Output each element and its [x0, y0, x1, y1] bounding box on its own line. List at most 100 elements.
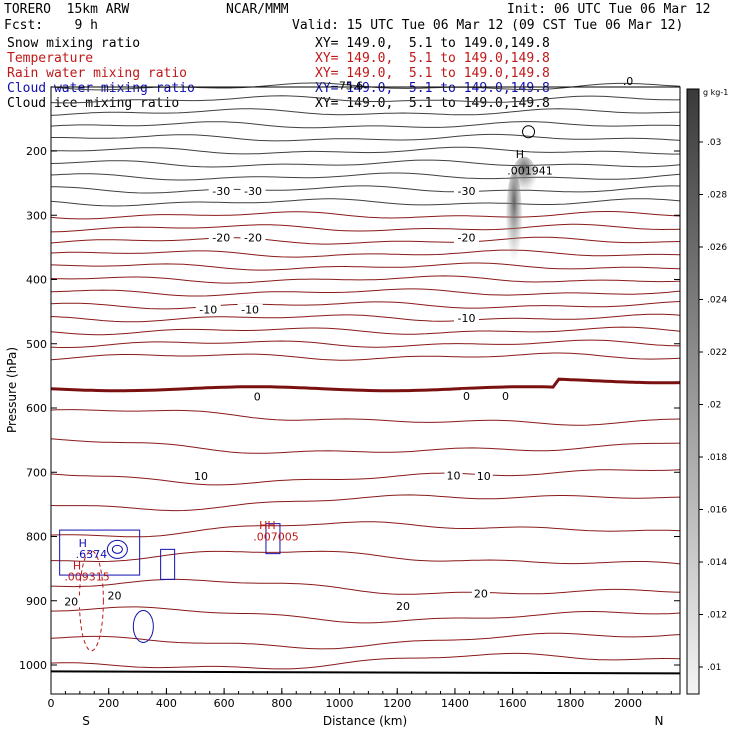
isotherm-line: [50, 121, 681, 129]
cloud-water-box: [59, 529, 141, 576]
y-tick-label: 300: [26, 209, 47, 222]
isotherm-line: [50, 438, 681, 454]
plot-frame: [50, 86, 681, 695]
temperature-label: -20: [458, 232, 476, 245]
y-tick-label: 900: [26, 595, 47, 608]
colorbar-tick-label: .026: [707, 243, 727, 253]
isotherm-line: [50, 494, 681, 512]
x-tick-label: 1000: [326, 697, 354, 710]
temperature-label: 10: [447, 469, 461, 482]
y-tick-label: 500: [26, 338, 47, 351]
temperature-label: 20: [474, 588, 488, 601]
isotherm-line: [50, 578, 681, 595]
temperature-label: 0: [463, 390, 470, 403]
field-annotation: H: [73, 559, 81, 572]
temperature-label-bg: [237, 303, 263, 316]
isotherm-line: [50, 236, 681, 245]
temperature-label: -30: [212, 185, 230, 198]
colorbar-tick-label: .012: [707, 611, 727, 621]
isotherm-line: [50, 159, 681, 168]
end-label-right: N: [655, 714, 664, 728]
colorbar-tick-label: .018: [707, 453, 727, 463]
y-axis-title: Pressure (hPa): [5, 347, 19, 433]
colorbar-tick-label: .024: [707, 296, 727, 306]
snow-column: [506, 171, 523, 272]
colorbar-tick-label: .01: [707, 663, 721, 673]
model-label: TORERO 15km ARW: [4, 2, 130, 17]
surface-line: [50, 670, 681, 675]
org-label: NCAR/MMM: [226, 2, 289, 17]
x-tick-label: 200: [98, 697, 119, 710]
isotherm-line: [51, 133, 681, 142]
isotherm-line: [50, 262, 681, 271]
legend-temperature-name: Temperature: [7, 51, 94, 66]
field-annotation: H: [516, 148, 524, 161]
isotherm-line: [50, 521, 681, 538]
temperature-label: 0: [254, 390, 261, 403]
cloud-water-contour: [111, 544, 123, 554]
y-tick-label: 1000: [19, 659, 47, 672]
temperature-label-bg: [394, 599, 413, 612]
forecast-label: Fcst: 9 h: [4, 18, 98, 33]
colorbar-fill: [686, 88, 700, 695]
valid-label: Valid: 15 UTC Tue 06 Mar 12 (09 CST Tue …: [292, 18, 684, 33]
isotherm-line: [50, 146, 681, 155]
isotherm-line: [50, 223, 681, 233]
isotherm-line: [50, 469, 681, 486]
field-annotation: .001941: [507, 164, 553, 177]
temperature-label-bg: [453, 231, 479, 244]
isotherm-line: [50, 409, 681, 426]
isotherm-line: [50, 108, 681, 116]
temperature-label: 0: [502, 390, 509, 403]
colorbar-tick-label: .028: [707, 191, 727, 201]
x-tick-label: 400: [156, 697, 177, 710]
temperature-label-bg: [251, 390, 263, 403]
x-tick-label: 800: [271, 697, 292, 710]
colorbar-tick-label: .022: [707, 348, 727, 358]
temperature-label-bg: [453, 312, 479, 325]
temperature-label: -20: [212, 232, 230, 245]
temperature-label-bg: [208, 231, 234, 244]
snow-plume: [506, 125, 537, 272]
legend-cloud-ice-xy: XY= 149.0, 5.1 to 149.0,149.8: [315, 96, 550, 111]
isotherm-line: [50, 249, 681, 258]
isotherm-line: [50, 211, 681, 220]
temperature-label-bg: [105, 589, 124, 602]
y-tick-label: 800: [26, 531, 47, 544]
legend-rain-name: Rain water mixing ratio: [7, 66, 188, 81]
colorbar: .01 .012 .014 .016 .018 .02 .022 .024 .026 .028 .0…: [686, 88, 727, 695]
field-annotation: .6374: [76, 548, 108, 561]
x-axis-title: Distance (km): [323, 714, 407, 728]
colorbar-tick-label: .014: [707, 558, 727, 568]
x-tick-label: 0: [48, 697, 55, 710]
temperature-label: -10: [241, 304, 259, 317]
temperature-label-bg: [444, 469, 463, 482]
snow-contour-top: [522, 125, 536, 139]
isotherm-line: [51, 550, 681, 565]
isotherm-line: [50, 95, 681, 104]
isotherm-line: [50, 377, 681, 393]
end-label-left: S: [82, 714, 90, 728]
field-annotation: .007005: [253, 531, 299, 544]
y-tick-label: 700: [26, 466, 47, 479]
legend-cloud-water-xy: XY= 149.0, 5.1 to 149.0,149.8: [315, 81, 550, 96]
cloud-water-contour: [106, 539, 128, 559]
field-annotation: .0: [623, 75, 634, 88]
legend-snow-name: Snow mixing ratio: [7, 36, 141, 51]
temperature-label-bg: [460, 389, 472, 402]
x-tick-label: 1600: [499, 697, 527, 710]
temperature-label: -30: [244, 185, 262, 198]
colorbar-tick-label: .03: [707, 138, 721, 148]
field-annotation: 75.6: [339, 79, 364, 92]
temperature-label: -10: [199, 304, 217, 317]
x-tick-label: 1200: [383, 697, 411, 710]
init-label: Init: 06 UTC Tue 06 Mar 12: [507, 2, 711, 17]
legend-rain-xy: XY= 149.0, 5.1 to 149.0,149.8: [315, 66, 550, 81]
temperature-label: 10: [477, 470, 491, 483]
temperature-label-bg: [453, 184, 479, 197]
colorbar-tick-label: .02: [707, 401, 721, 411]
field-annotation: .009315: [64, 570, 110, 583]
temperature-label: 10: [194, 470, 208, 483]
temperature-label-bg: [208, 184, 234, 197]
